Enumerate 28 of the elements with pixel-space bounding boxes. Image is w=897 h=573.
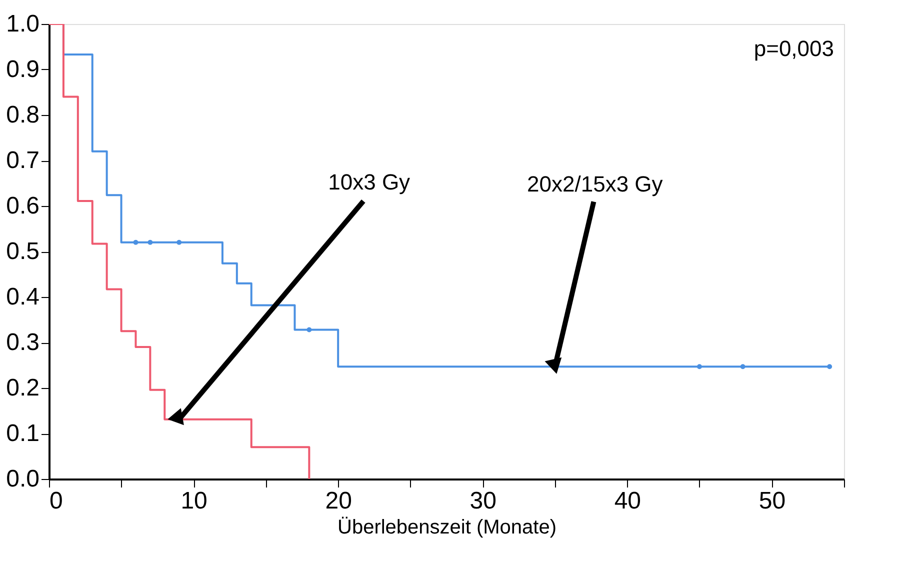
point	[148, 240, 153, 245]
y-tick-label: 0.4	[6, 284, 40, 310]
y-tick-label: 0.8	[6, 102, 40, 128]
x-tick-label: 20	[325, 488, 352, 514]
point	[176, 240, 182, 245]
y-tick-label: 0.0	[6, 466, 40, 492]
y-tick-label: 0.2	[6, 374, 40, 402]
annotation: 20x2/15x3 Gy	[527, 172, 663, 197]
point	[306, 327, 312, 332]
x-tick-label: 40	[614, 488, 642, 514]
y-tick-label: 0.6	[6, 192, 40, 220]
x-axis-title: Überlebenszeit (Monate)	[338, 516, 556, 538]
point	[696, 364, 702, 370]
x-tick-label: 10	[180, 488, 208, 514]
x-tick-label: 50	[758, 488, 786, 514]
point	[740, 364, 746, 370]
point	[133, 240, 138, 245]
x-tick-label: 0	[50, 488, 63, 514]
annotation: p=0,003	[754, 36, 834, 61]
y-tick-label: 0.7	[6, 147, 40, 174]
y-tick-label: 0.1	[6, 420, 40, 447]
y-tick-label: 1.0	[6, 10, 40, 38]
point	[827, 364, 832, 370]
annotation: 10x3 Gy	[328, 169, 410, 194]
y-tick-label: 0.9	[6, 56, 40, 83]
x-tick-label: 30	[470, 488, 496, 514]
y-tick-label: 0.5	[6, 238, 40, 265]
y-tick-label: 0.3	[6, 329, 40, 356]
